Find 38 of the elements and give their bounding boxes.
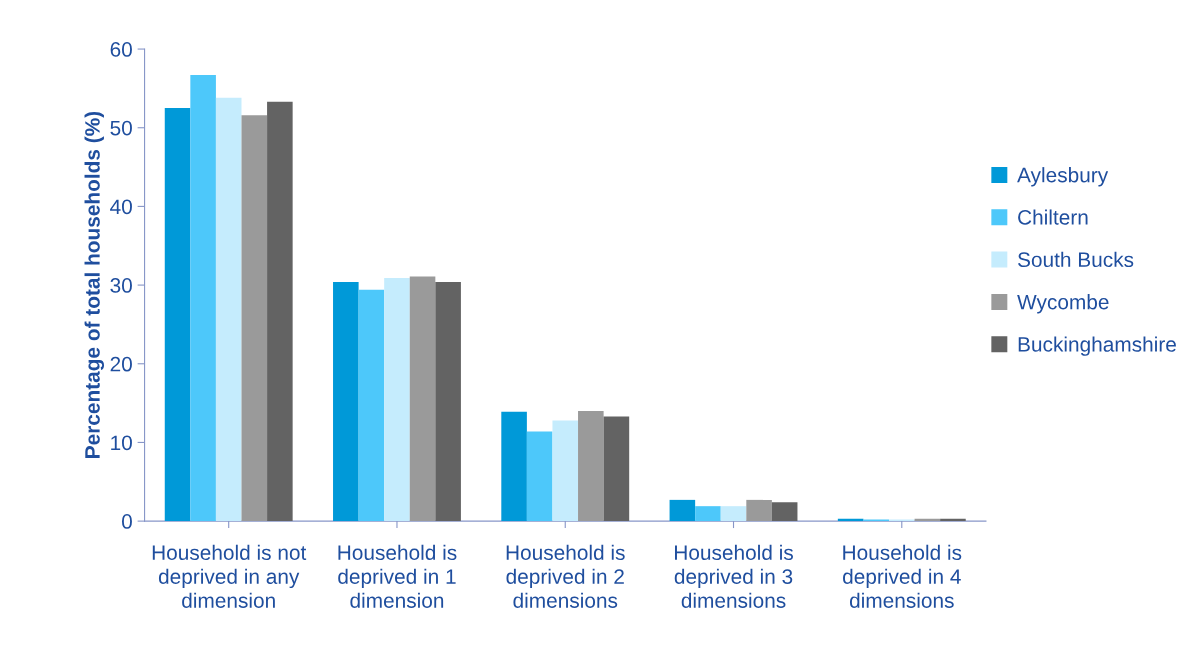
bar (501, 411, 527, 522)
bar (241, 115, 268, 522)
y-tick-label: 20 (110, 356, 132, 372)
bar (333, 281, 359, 522)
x-tick-label: Household is deprived in 1 dimension (338, 544, 457, 608)
bar (603, 416, 630, 522)
legend-label: Buckinghamshire (1018, 336, 1176, 356)
bar (771, 502, 798, 522)
bar (669, 499, 696, 522)
bar (267, 101, 293, 522)
legend-label: Chiltern (1018, 209, 1088, 225)
legend-label: Wycombe (1017, 294, 1109, 314)
bar (435, 281, 461, 522)
bar (578, 410, 604, 522)
y-tick-label: 30 (110, 278, 132, 293)
bar (552, 420, 579, 522)
bar (215, 97, 242, 522)
bar (695, 506, 721, 522)
y-tick-label: 60 (110, 42, 132, 57)
y-tick-label: 40 (110, 199, 132, 215)
y-tick-label: 0 (121, 514, 132, 529)
bar (720, 506, 747, 522)
bar (409, 276, 436, 522)
x-tick-label: Household is deprived in 2 dimensions (506, 544, 625, 608)
bar (190, 75, 216, 522)
y-axis-title: Percentage of total households (%) (84, 111, 105, 458)
bar (526, 431, 553, 522)
y-tick-label: 10 (111, 435, 132, 451)
bar (358, 289, 385, 522)
x-tick-label: Household is not deprived in any dimension (152, 544, 307, 608)
bar (164, 108, 191, 522)
legend-label: Aylesbury (1017, 167, 1109, 187)
y-tick-label: 50 (110, 120, 132, 136)
bar (384, 278, 410, 522)
bar (746, 499, 772, 522)
x-tick-label: Household is deprived in 4 dimensions (843, 544, 962, 608)
legend-label: South Bucks (1018, 251, 1134, 268)
x-tick-label: Household is deprived in 3 dimensions (674, 544, 793, 608)
